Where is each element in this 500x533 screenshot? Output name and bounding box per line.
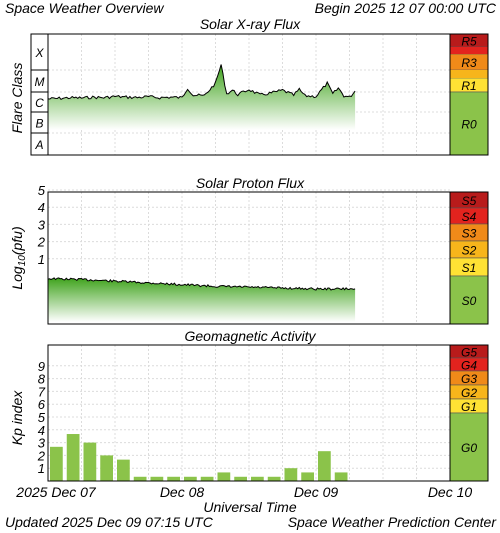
kp-ytick: 1 xyxy=(38,461,45,476)
kp-ytick: 8 xyxy=(38,372,46,387)
s3-label: S3 xyxy=(462,227,477,241)
kp-ytick: 7 xyxy=(38,384,46,399)
kp-ytick: 5 xyxy=(38,410,46,425)
xray-flux-line xyxy=(47,64,356,101)
kp-bar xyxy=(301,472,314,481)
kp-ytick: 2 xyxy=(37,448,46,463)
proton-flux-area xyxy=(48,277,356,322)
kp-bar xyxy=(100,455,113,481)
x-tick-label: Dec 10 xyxy=(428,484,473,500)
x-tick-label: Dec 09 xyxy=(294,484,339,500)
geomag-scale-frame xyxy=(449,344,489,482)
geomag-title: Geomagnetic Activity xyxy=(185,328,317,344)
xray-flux-area xyxy=(48,64,356,130)
kp-bar xyxy=(83,442,97,481)
s4-label: S4 xyxy=(462,210,477,224)
kp-ytick: 4 xyxy=(38,423,45,438)
kp-bar xyxy=(133,476,147,481)
x-axis-title: Universal Time xyxy=(203,499,296,515)
proton-ylabel-main: Log xyxy=(9,266,25,290)
flare-class-label: B xyxy=(35,117,43,131)
kp-ytick: 9 xyxy=(38,359,45,374)
kp-bar xyxy=(234,476,247,481)
g5-label: G5 xyxy=(461,346,477,360)
proton-ytick: 5 xyxy=(38,183,46,198)
g2-label: G2 xyxy=(461,386,477,400)
kp-bar xyxy=(334,472,348,481)
chart-layers: XMCBAR5R3R1R012345S5S4S3S2S1S0123456789G… xyxy=(15,33,489,500)
r2-block xyxy=(450,70,488,78)
flare-class-label: A xyxy=(34,138,43,152)
begin-time: Begin 2025 12 07 00:00 UTC xyxy=(315,0,497,16)
kp-bar xyxy=(150,476,164,481)
s0-block xyxy=(449,275,489,325)
proton-scale-frame xyxy=(449,191,489,325)
xray-ylabel: Flare Class xyxy=(9,63,25,134)
kp-ytick: 3 xyxy=(38,436,46,451)
proton-ytick: 1 xyxy=(38,252,45,267)
kp-bar xyxy=(167,476,180,481)
s5-label: S5 xyxy=(462,194,477,208)
kp-bar xyxy=(217,472,231,481)
s0-label: S0 xyxy=(462,294,477,308)
geomag-ylabel: Kp index xyxy=(9,390,25,445)
r1-label: R1 xyxy=(461,79,476,93)
updated-time: Updated 2025 Dec 09 07:15 UTC xyxy=(5,514,214,530)
kp-bar xyxy=(66,434,80,481)
flare-class-label: X xyxy=(34,46,44,60)
xray-scale-frame xyxy=(449,33,489,156)
x-tick-label: Dec 08 xyxy=(160,484,205,500)
proton-ytick: 3 xyxy=(38,217,46,232)
xray-title: Solar X-ray Flux xyxy=(200,16,301,32)
kp-bar xyxy=(267,476,281,481)
kp-bar xyxy=(318,451,331,481)
g4-label: G4 xyxy=(461,359,477,373)
proton-ylabel-tail: (pfu) xyxy=(9,226,25,255)
kp-ytick: 6 xyxy=(38,397,46,412)
g1-label: G1 xyxy=(461,400,477,414)
kp-bar xyxy=(200,476,214,481)
g0-label: G0 xyxy=(461,441,477,455)
app-title: Space Weather Overview xyxy=(5,0,164,16)
kp-bar xyxy=(50,446,63,481)
g3-label: G3 xyxy=(461,372,477,386)
kp-bar xyxy=(184,476,197,481)
kp-bar xyxy=(117,459,130,481)
proton-flux-line xyxy=(47,277,356,291)
r3-label: R3 xyxy=(461,56,477,70)
proton-ytick: 4 xyxy=(38,200,45,215)
r0-block xyxy=(449,91,489,156)
source-credit: Space Weather Prediction Center xyxy=(288,514,498,530)
proton-title: Solar Proton Flux xyxy=(196,175,305,191)
flare-class-label: C xyxy=(35,96,44,110)
proton-ytick: 2 xyxy=(37,235,46,250)
s1-label: S1 xyxy=(462,261,477,275)
r0-label: R0 xyxy=(461,118,477,132)
x-tick-label: 2025 Dec 07 xyxy=(15,484,97,500)
proton-ylabel-sub: 10 xyxy=(17,255,28,267)
r5-label: R5 xyxy=(461,35,477,49)
kp-bar xyxy=(284,468,298,481)
flare-class-label: M xyxy=(35,75,45,89)
kp-bar xyxy=(251,476,264,481)
s2-label: S2 xyxy=(462,244,477,258)
proton-ylabel: Log10(pfu) xyxy=(9,226,28,289)
r4-block xyxy=(450,47,488,54)
